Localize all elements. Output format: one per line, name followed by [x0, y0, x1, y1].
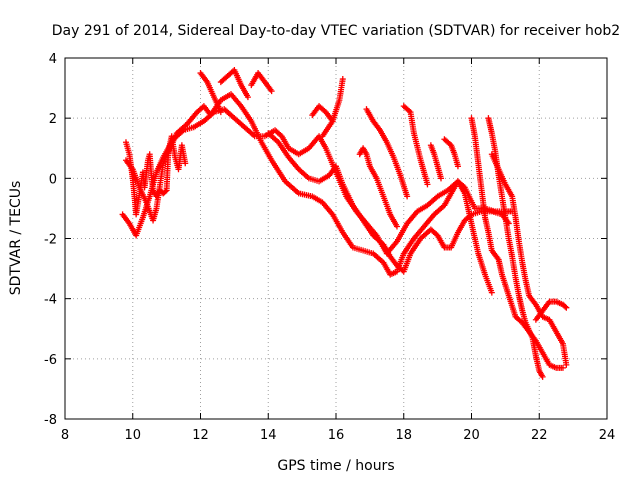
y-tick-label: 0	[49, 172, 57, 187]
chart-title: Day 291 of 2014, Sidereal Day-to-day VTE…	[52, 23, 620, 39]
x-tick-label: 14	[260, 428, 277, 443]
x-tick-label: 10	[124, 428, 141, 443]
data-point	[424, 181, 431, 188]
series-spike-9	[427, 142, 445, 182]
y-tick-label: -6	[44, 353, 57, 368]
series-track-3	[265, 130, 512, 275]
series-early-cluster	[122, 133, 189, 218]
series-spike-4	[309, 103, 336, 125]
x-tick-label: 18	[395, 428, 412, 443]
x-tick-label: 24	[599, 428, 616, 443]
series-spike-6	[356, 145, 400, 230]
data-point	[563, 304, 570, 311]
data-point	[182, 160, 189, 167]
data-point	[438, 175, 445, 182]
y-axis-label: SDTVAR / TECUs	[8, 181, 24, 296]
data-point	[393, 223, 400, 230]
x-tick-label: 12	[192, 428, 209, 443]
y-tick-label: 2	[49, 112, 57, 127]
series-spike-3	[248, 70, 275, 95]
series-drop-4	[532, 298, 570, 323]
series-spike-8	[400, 103, 431, 188]
x-tick-label: 22	[531, 428, 548, 443]
data-point	[268, 88, 275, 95]
data-point	[244, 94, 251, 101]
y-tick-label: 4	[49, 52, 57, 67]
data-point	[319, 133, 326, 140]
data-point	[162, 188, 169, 195]
series-drop-3	[488, 151, 570, 368]
series-spike-1	[197, 70, 224, 116]
x-tick-label: 20	[463, 428, 480, 443]
data-layer	[119, 67, 570, 380]
data-point	[539, 373, 546, 380]
series-spike-2	[217, 67, 251, 101]
y-tick-label: -4	[44, 293, 57, 308]
data-point	[404, 193, 411, 200]
x-axis-label: GPS time / hours	[277, 458, 394, 474]
x-tick-label: 16	[328, 428, 345, 443]
data-point	[454, 163, 461, 170]
data-point	[559, 364, 566, 371]
data-point	[217, 109, 224, 116]
x-tick-label: 8	[61, 428, 69, 443]
data-point	[563, 361, 570, 368]
data-point	[488, 289, 495, 296]
y-tick-label: -8	[44, 413, 57, 428]
series-spike-10	[441, 136, 461, 170]
series-spike-5	[319, 76, 346, 140]
y-tick-label: -2	[44, 233, 57, 248]
series-spike-7	[363, 106, 411, 200]
data-point	[562, 303, 569, 310]
